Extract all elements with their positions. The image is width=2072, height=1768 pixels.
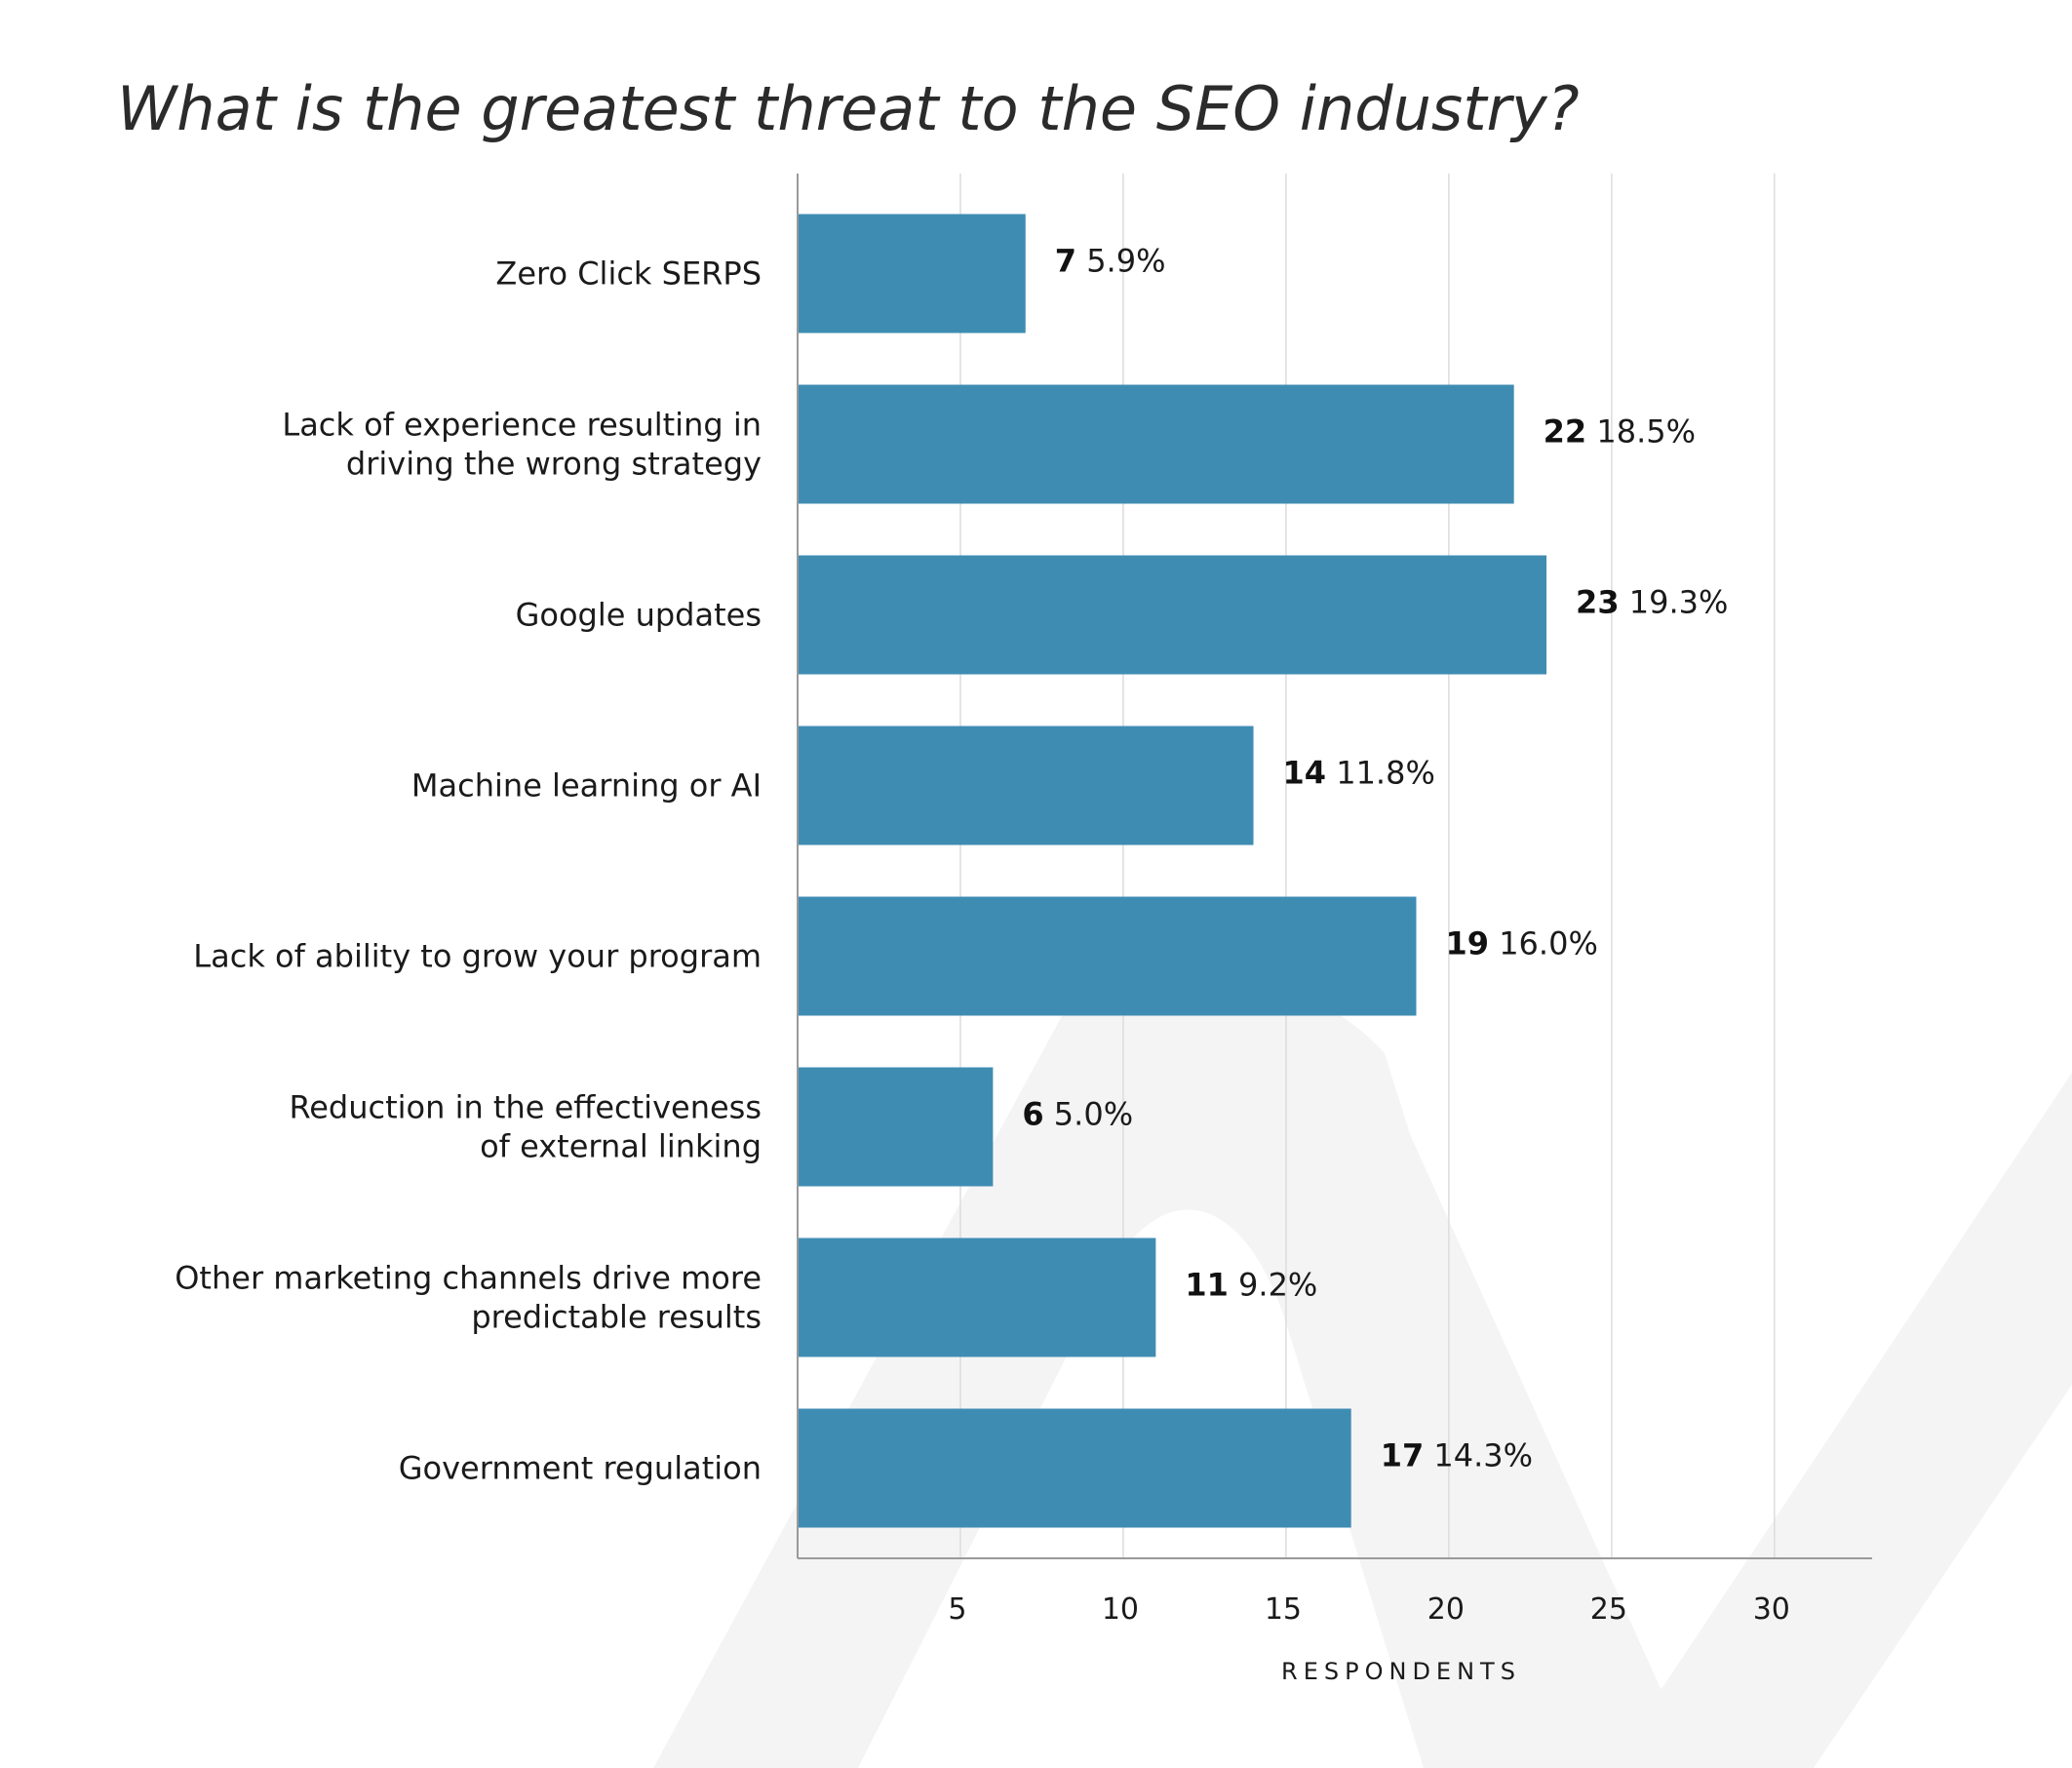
category-label: Reduction in the effectiveness (289, 1089, 762, 1126)
data-label: 14 11.8% (1283, 755, 1435, 792)
category-label: Government regulation (399, 1450, 762, 1487)
data-label-count: 22 (1544, 413, 1587, 451)
category-label: of external linking (480, 1128, 762, 1165)
axes (797, 174, 1872, 1559)
data-label: 23 19.3% (1576, 584, 1728, 621)
data-label-percent: 5.0% (1044, 1096, 1133, 1133)
category-label: Lack of experience resulting in (282, 407, 762, 444)
data-label-percent: 11.8% (1326, 755, 1435, 792)
data-label-percent: 14.3% (1424, 1437, 1533, 1474)
data-label-percent: 18.5% (1586, 413, 1696, 451)
category-label: driving the wrong strategy (346, 446, 762, 483)
bar (799, 214, 1026, 334)
bar (799, 555, 1547, 675)
bar (799, 896, 1417, 1016)
data-label: 22 18.5% (1544, 413, 1696, 451)
data-label-count: 11 (1185, 1267, 1229, 1304)
x-tick-label: 20 (1427, 1592, 1465, 1627)
category-label: Zero Click SERPS (495, 255, 762, 293)
data-label-count: 19 (1445, 925, 1489, 963)
data-label-percent: 16.0% (1489, 925, 1598, 963)
x-tick-labels: 5 10 15 20 25 30 (948, 1592, 1789, 1627)
bar (799, 1408, 1351, 1528)
bars (799, 214, 1547, 1528)
category-label: Lack of ability to grow your program (193, 938, 762, 975)
data-label: 7 5.9% (1055, 243, 1166, 280)
category-label: Machine learning or AI (411, 767, 762, 805)
bar (799, 726, 1254, 845)
data-label-count: 14 (1283, 755, 1327, 792)
x-tick-label: 15 (1265, 1592, 1302, 1627)
category-label: predictable results (471, 1299, 762, 1336)
data-label: 17 14.3% (1381, 1437, 1533, 1474)
data-label-percent: 9.2% (1229, 1267, 1317, 1304)
x-tick-label: 25 (1590, 1592, 1627, 1627)
bar (799, 1238, 1156, 1357)
data-label-count: 17 (1381, 1437, 1425, 1474)
value-labels: 7 5.9% 22 18.5% 23 19.3% 14 11.8% 19 16.0% 6 … (1022, 243, 1728, 1474)
data-label-percent: 5.9% (1076, 243, 1165, 280)
category-label: Google updates (516, 597, 762, 634)
data-label-count: 7 (1055, 243, 1076, 280)
data-label-count: 23 (1576, 584, 1620, 621)
x-axis-title: RESPONDENTS (1281, 1658, 1521, 1685)
data-label-percent: 19.3% (1620, 584, 1729, 621)
x-tick-label: 30 (1753, 1592, 1790, 1627)
chart-title: What is the greatest threat to the SEO i… (117, 73, 1580, 144)
x-tick-label: 5 (948, 1592, 966, 1627)
x-tick-label: 10 (1102, 1592, 1139, 1627)
category-labels: Zero Click SERPS Lack of experience resul… (175, 255, 762, 1487)
bar (799, 384, 1514, 504)
data-label: 19 16.0% (1445, 925, 1597, 963)
data-label-count: 6 (1022, 1096, 1043, 1133)
watermark-logo (653, 978, 2072, 1768)
data-label: 11 9.2% (1185, 1267, 1317, 1304)
category-label: Other marketing channels drive more (175, 1260, 762, 1297)
data-label: 6 5.0% (1022, 1096, 1133, 1133)
bar (799, 1067, 994, 1187)
